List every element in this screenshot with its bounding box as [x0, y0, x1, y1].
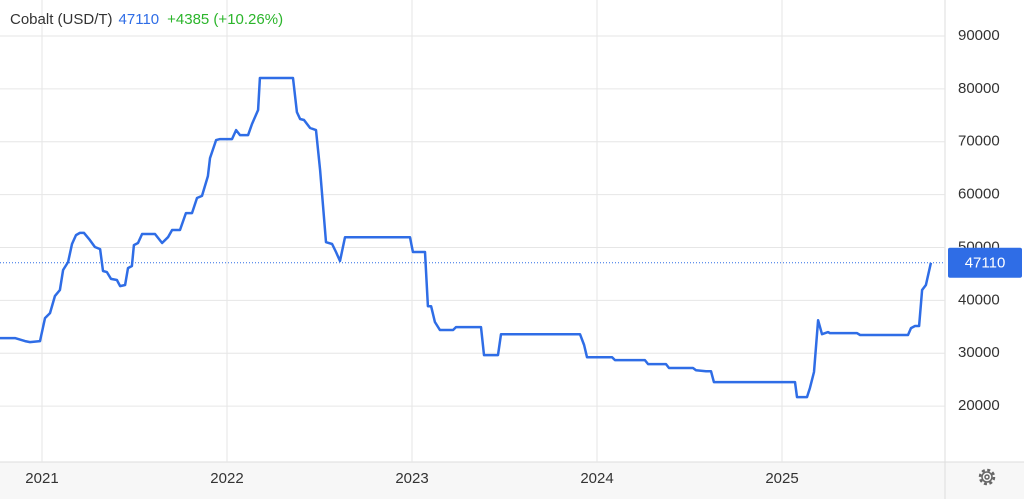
x-tick-label: 2023 [395, 470, 428, 487]
gear-hole [984, 474, 990, 480]
settings-icon[interactable] [978, 468, 996, 486]
y-tick-label: 20000 [958, 397, 1000, 414]
last-price-label: 47110 [965, 255, 1006, 272]
y-tick-label: 90000 [958, 27, 1000, 44]
chart-title: Cobalt (USD/T) [10, 11, 113, 28]
gear-teeth [978, 468, 996, 486]
last-price-badge [948, 247, 1022, 278]
x-tick-label: 2021 [25, 470, 58, 487]
price-line [0, 76, 933, 399]
y-tick-label: 80000 [958, 80, 1000, 97]
y-tick-label: 70000 [958, 133, 1000, 150]
x-tick-label: 2025 [765, 470, 798, 487]
y-tick-label: 60000 [958, 186, 1000, 203]
x-axis-band [0, 462, 1024, 499]
x-tick-label: 2024 [580, 470, 613, 487]
y-tick-label: 30000 [958, 344, 1000, 361]
change: +4385 (+10.26%) [167, 11, 283, 28]
gear-body [981, 471, 993, 483]
header: Cobalt (USD/T) 47110 +4385 (+10.26%) [10, 11, 283, 28]
y-tick-label: 40000 [958, 291, 1000, 308]
x-tick-label: 2022 [210, 470, 243, 487]
last-price: 47110 [119, 11, 160, 28]
